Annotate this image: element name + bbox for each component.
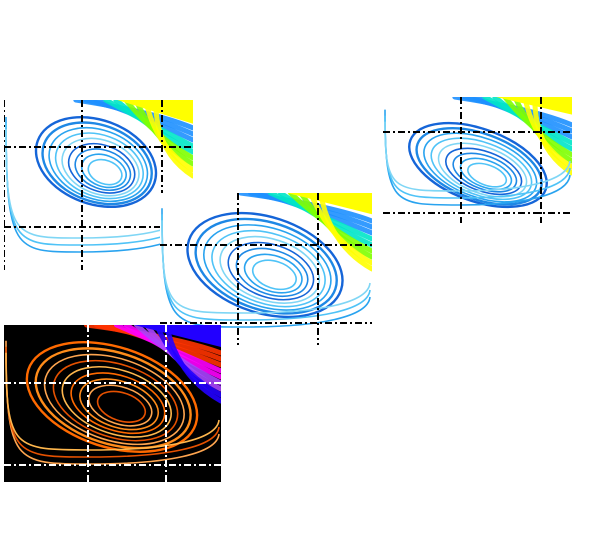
vortex-streamline	[70, 372, 166, 435]
vortex-streamline	[430, 137, 533, 201]
corner-fill	[134, 325, 221, 347]
wall-streamline	[161, 220, 371, 314]
vortex-streamline	[445, 147, 523, 196]
vortex-streamline	[194, 217, 338, 315]
vortex-streamline	[227, 241, 315, 301]
streamline-plot	[4, 100, 193, 270]
streamline-panel-c	[383, 97, 572, 223]
vortex-streamline	[87, 384, 153, 427]
free-stream-band	[532, 97, 572, 176]
vortex-streamline	[251, 259, 297, 291]
corner-fill	[287, 193, 372, 215]
corner-fill	[117, 100, 193, 124]
vortex-streamline	[452, 152, 518, 193]
free-stream-band	[163, 325, 221, 404]
vortex-streamline	[96, 390, 147, 423]
vortex-streamline	[211, 229, 326, 308]
vortex-streamline	[186, 211, 344, 319]
streamline-plot	[383, 97, 572, 223]
vortex-streamline	[34, 347, 192, 450]
vortex-streamline	[423, 132, 538, 203]
vortex-streamline	[87, 158, 123, 186]
streamline-panel-a	[4, 100, 193, 270]
vortex-streamline	[52, 359, 179, 442]
vortex-streamline	[61, 366, 172, 438]
vortex-streamline	[54, 132, 145, 200]
vortex-streamline	[235, 247, 309, 298]
wall-streamline	[5, 352, 220, 451]
vortex-streamline	[61, 137, 140, 197]
streamline-plot	[4, 325, 221, 482]
streamline-panel-b	[160, 193, 372, 345]
vortex-streamline	[41, 121, 153, 206]
streamline-panel-d	[4, 325, 221, 482]
vortex-streamline	[74, 148, 132, 191]
streamline-plot	[160, 193, 372, 345]
vortex-streamline	[467, 162, 508, 188]
wall-streamline	[384, 121, 571, 192]
free-stream-band	[318, 193, 372, 272]
vortex-streamline	[43, 353, 185, 446]
vortex-streamline	[202, 224, 332, 311]
vortex-streamline	[459, 157, 513, 191]
vortex-streamline	[243, 253, 303, 294]
vortex-streamline	[25, 341, 199, 453]
